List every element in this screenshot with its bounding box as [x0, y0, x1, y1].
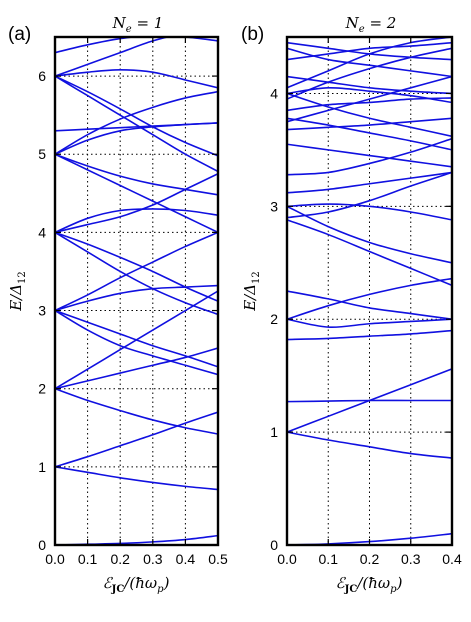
y-tick-label: 3 — [270, 198, 278, 214]
curves-b — [287, 37, 452, 545]
energy-level-line — [55, 208, 218, 234]
y-tick-label: 4 — [270, 85, 278, 101]
energy-level-line — [287, 137, 452, 176]
energy-level-line — [287, 277, 452, 320]
y-tick-label: 2 — [270, 311, 278, 327]
panel-a-ylabel: E/Δ12 — [7, 271, 28, 312]
y-tick-label: 6 — [38, 68, 46, 84]
panel-b-title: Ne = 2 — [345, 14, 397, 35]
y-tick-label: 1 — [38, 459, 46, 475]
panel-b-label: (b) — [241, 24, 264, 45]
energy-level-line — [287, 205, 452, 264]
energy-level-line — [55, 411, 218, 468]
energy-level-line — [55, 69, 218, 89]
panel-a-label: (a) — [8, 24, 31, 45]
energy-level-line — [55, 75, 218, 173]
x-tick-label: 0.2 — [110, 551, 130, 567]
energy-level-line — [287, 219, 452, 287]
energy-level-line — [55, 173, 218, 234]
energy-level-line — [55, 309, 218, 368]
energy-level-line — [55, 37, 171, 77]
x-tick-label: 0.4 — [442, 551, 462, 567]
energy-level-line — [55, 153, 218, 196]
x-tick-label: 0.5 — [208, 551, 228, 567]
grid-a — [55, 37, 218, 545]
x-tick-label: 0.0 — [45, 551, 65, 567]
y-tick-label: 1 — [270, 424, 278, 440]
x-tick-label: 0.3 — [143, 551, 163, 567]
energy-level-line — [287, 75, 452, 123]
y-tick-label: 0 — [38, 537, 46, 553]
energy-level-line — [55, 75, 218, 157]
energy-level-line — [287, 86, 452, 104]
energy-level-line — [287, 318, 452, 329]
energy-level-line — [287, 399, 452, 403]
energy-level-line — [287, 171, 452, 194]
ticks-b: 0.0 0.1 0.2 0.3 0.4 0 1 2 3 4 — [270, 37, 462, 567]
panel-b-ylabel: E/Δ12 — [241, 271, 262, 312]
ticks-a: 0.0 0.1 0.2 0.3 0.4 0.5 0 1 2 3 4 5 6 — [38, 37, 228, 567]
energy-level-line — [55, 231, 218, 302]
x-tick-label: 0.2 — [360, 551, 380, 567]
y-tick-label: 2 — [38, 381, 46, 397]
energy-level-line — [287, 329, 452, 341]
panel-a-title: Ne = 1 — [112, 14, 164, 35]
curves-a — [55, 37, 218, 545]
energy-level-line — [55, 153, 218, 234]
y-tick-label: 3 — [38, 303, 46, 319]
energy-level-line — [55, 231, 218, 312]
panel-a-xlabel: ℰJC/(ħωp) — [103, 574, 170, 595]
energy-level-line — [287, 75, 452, 95]
energy-level-line — [55, 466, 218, 491]
energy-level-line — [287, 203, 452, 221]
energy-level-line — [55, 231, 218, 316]
x-tick-label: 0.0 — [277, 551, 297, 567]
energy-level-line — [287, 47, 452, 100]
energy-level-line — [287, 171, 452, 219]
energy-level-line — [55, 534, 218, 545]
grid-b — [287, 37, 452, 545]
panel-b-frame — [285, 35, 454, 547]
energy-level-line — [287, 431, 452, 459]
y-tick-label: 4 — [38, 224, 46, 240]
energy-level-line — [55, 90, 218, 155]
panel-a-frame — [53, 35, 220, 547]
energy-level-line — [287, 41, 452, 61]
x-tick-label: 0.1 — [78, 551, 98, 567]
energy-level-line — [287, 143, 452, 168]
energy-level-line — [287, 117, 452, 151]
x-tick-label: 0.3 — [401, 551, 421, 567]
y-tick-label: 5 — [38, 146, 46, 162]
energy-level-line — [287, 290, 452, 321]
energy-level-line — [55, 309, 218, 376]
energy-level-line — [55, 387, 218, 435]
energy-level-line — [55, 284, 218, 312]
panel-b-xlabel: ℰJC/(ħωp) — [336, 574, 403, 595]
energy-level-line — [287, 117, 452, 131]
energy-level-line — [287, 47, 452, 78]
panel-a: (a) Ne = 1 0.0 0.1 0.2 0.3 0.4 0.5 0 1 2 3 4 5 6 E/Δ… — [7, 14, 228, 595]
x-tick-label: 0.4 — [176, 551, 196, 567]
energy-level-line — [287, 97, 452, 112]
panel-b: (b) Ne = 2 0.0 0.1 0.2 0.3 0.4 0 1 2 3 4 E/Δ12 ℰJ… — [241, 14, 462, 595]
x-tick-label: 0.1 — [319, 551, 339, 567]
y-tick-label: 0 — [270, 537, 278, 553]
energy-level-line — [55, 122, 218, 132]
energy-level-line — [287, 92, 452, 138]
